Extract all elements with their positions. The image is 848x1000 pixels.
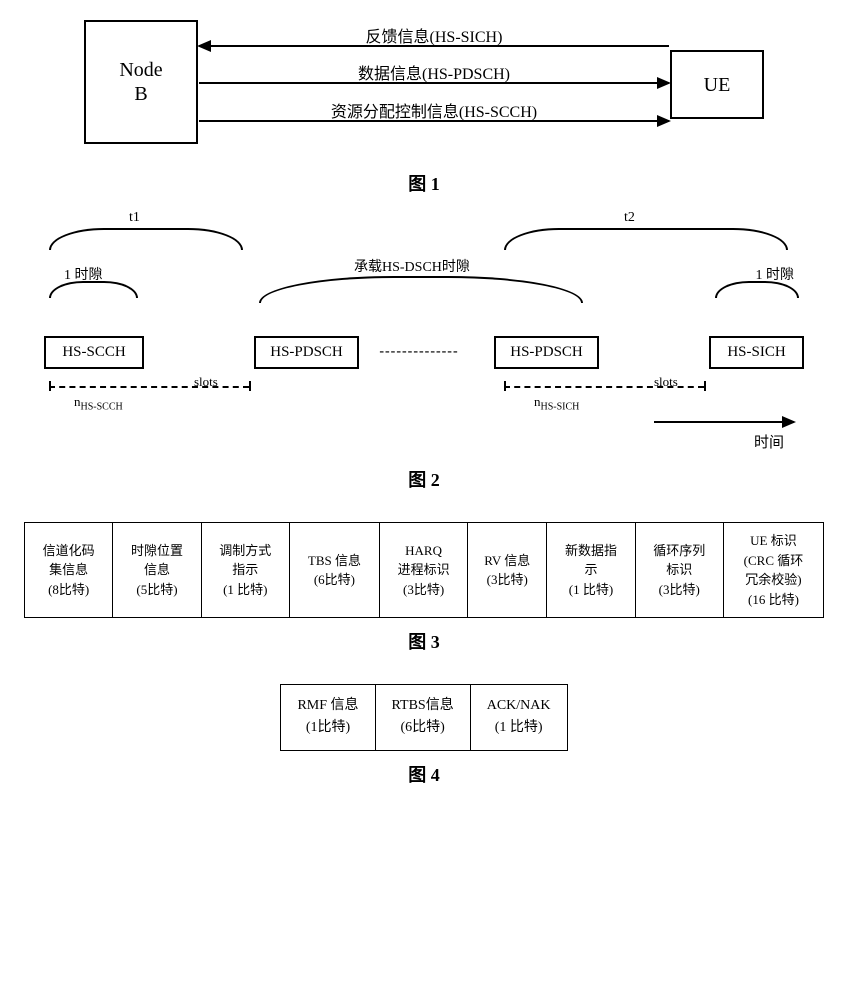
cell-line: 信道化码	[27, 541, 110, 561]
cell-rv: RV 信息 (3比特)	[468, 523, 547, 618]
tick-icon	[704, 381, 706, 391]
cell-rtbs: RTBS信息 (6比特)	[375, 685, 470, 751]
cell-chancode: 信道化码 集信息 (8比特)	[25, 523, 113, 618]
cell-slotpos: 时隙位置 信息 (5比特)	[113, 523, 201, 618]
cell-line: (3比特)	[382, 580, 465, 600]
fig4-caption: 图 4	[24, 761, 824, 787]
box-hs-pdsch-2: HS-PDSCH	[494, 336, 599, 369]
cell-line: (1 比特)	[487, 717, 551, 739]
label-carry: 承载HS-DSCH时隙	[354, 256, 470, 276]
arrow-label-1: 反馈信息(HS-SICH)	[199, 23, 669, 47]
cell-line: 调制方式	[204, 541, 287, 561]
cell-line: RV 信息	[470, 551, 544, 571]
arc-carry	[259, 276, 583, 303]
cell-line: 新数据指	[549, 541, 632, 561]
arrow-label-3: 资源分配控制信息(HS-SCCH)	[199, 98, 669, 122]
box-hs-scch: HS-SCCH	[44, 336, 144, 369]
cell-line: 循环序列	[638, 541, 721, 561]
cell-newdata: 新数据指 示 (1 比特)	[547, 523, 635, 618]
fig1-diagram: Node B UE 反馈信息(HS-SICH) 数据信息(HS-PDSCH) 资…	[64, 20, 784, 160]
box-hs-sich: HS-SICH	[709, 336, 804, 369]
figure-1: Node B UE 反馈信息(HS-SICH) 数据信息(HS-PDSCH) 资…	[24, 20, 824, 196]
label-slot1: 1 时隙	[64, 264, 103, 284]
ue-label: UE	[704, 73, 731, 97]
cell-line: 信息	[115, 560, 198, 580]
n1-sub: HS-SCCH	[81, 402, 123, 413]
node-b-box: Node B	[84, 20, 198, 144]
arrow-data: 数据信息(HS-PDSCH)	[199, 82, 669, 84]
node-b-label-1: Node	[119, 58, 162, 82]
table-row: 信道化码 集信息 (8比特) 时隙位置 信息 (5比特) 调制方式 指示 (1 …	[25, 523, 824, 618]
fig3-table: 信道化码 集信息 (8比特) 时隙位置 信息 (5比特) 调制方式 指示 (1 …	[24, 522, 824, 618]
ue-box: UE	[670, 50, 764, 119]
cell-line: ACK/NAK	[487, 695, 551, 717]
fig4-table: RMF 信息 (1比特) RTBS信息 (6比特) ACK/NAK (1 比特)	[280, 684, 567, 751]
node-b-label-2: B	[134, 82, 147, 106]
cell-tbs: TBS 信息 (6比特)	[289, 523, 379, 618]
arrow-label-2: 数据信息(HS-PDSCH)	[199, 60, 669, 84]
n-hs-sich-label: nHS-SICH	[534, 394, 579, 413]
arrow-resource: 资源分配控制信息(HS-SCCH)	[199, 120, 669, 122]
cell-line: 时隙位置	[115, 541, 198, 561]
cell-acknak: ACK/NAK (1 比特)	[470, 685, 567, 751]
cell-line: 集信息	[27, 560, 110, 580]
cell-line: (1比特)	[297, 717, 358, 739]
arc-t2	[504, 228, 788, 250]
cell-line: (3比特)	[638, 580, 721, 600]
cell-line: (6比特)	[392, 717, 454, 739]
arrowhead-right-icon	[782, 416, 796, 428]
fig2-diagram: t1 t2 1 时隙 承载HS-DSCH时隙 1 时隙 HS-SCCH HS-P…	[24, 226, 824, 456]
cell-ueid: UE 标识 (CRC 循环 冗余校验) (16 比特)	[723, 523, 823, 618]
slots-label-2: slots	[654, 374, 678, 390]
dots-between: --------------	[359, 344, 479, 360]
cell-line: 指示	[204, 560, 287, 580]
time-label: 时间	[754, 431, 784, 452]
n-hs-scch-label: nHS-SCCH	[74, 394, 123, 413]
cell-line: (8比特)	[27, 580, 110, 600]
slots-label-1: slots	[194, 374, 218, 390]
cell-line: (5比特)	[115, 580, 198, 600]
cell-rmf: RMF 信息 (1比特)	[281, 685, 375, 751]
cell-line: RTBS信息	[392, 695, 454, 717]
arrow-feedback: 反馈信息(HS-SICH)	[199, 45, 669, 47]
fig3-caption: 图 3	[24, 628, 824, 654]
cell-line: RMF 信息	[297, 695, 358, 717]
dash-span-1	[49, 386, 249, 388]
figure-3: 信道化码 集信息 (8比特) 时隙位置 信息 (5比特) 调制方式 指示 (1 …	[24, 522, 824, 654]
cell-line: HARQ	[382, 541, 465, 561]
box-hs-pdsch-1: HS-PDSCH	[254, 336, 359, 369]
cell-mod: 调制方式 指示 (1 比特)	[201, 523, 289, 618]
cell-line: 示	[549, 560, 632, 580]
fig1-caption: 图 1	[24, 170, 824, 196]
cell-line: (1 比特)	[549, 580, 632, 600]
cell-line: 进程标识	[382, 560, 465, 580]
cell-harq: HARQ 进程标识 (3比特)	[379, 523, 467, 618]
cell-line: (6比特)	[292, 570, 377, 590]
label-t1: t1	[129, 210, 140, 226]
time-axis-arrow	[654, 421, 794, 423]
cell-cyclic: 循环序列 标识 (3比特)	[635, 523, 723, 618]
arc-t1	[49, 228, 243, 250]
cell-line: (1 比特)	[204, 580, 287, 600]
cell-line: 标识	[638, 560, 721, 580]
cell-line: (16 比特)	[726, 590, 821, 610]
label-slot2: 1 时隙	[756, 264, 795, 284]
cell-line: (3比特)	[470, 570, 544, 590]
figure-2: t1 t2 1 时隙 承载HS-DSCH时隙 1 时隙 HS-SCCH HS-P…	[24, 226, 824, 492]
fig2-caption: 图 2	[24, 466, 824, 492]
n2-sub: HS-SICH	[541, 402, 580, 413]
cell-line: TBS 信息	[292, 551, 377, 571]
table-row: RMF 信息 (1比特) RTBS信息 (6比特) ACK/NAK (1 比特)	[281, 685, 567, 751]
tick-icon	[249, 381, 251, 391]
cell-line: UE 标识	[726, 531, 821, 551]
figure-4: RMF 信息 (1比特) RTBS信息 (6比特) ACK/NAK (1 比特)…	[24, 684, 824, 787]
cell-line: (CRC 循环 冗余校验)	[726, 551, 821, 590]
label-t2: t2	[624, 210, 635, 226]
